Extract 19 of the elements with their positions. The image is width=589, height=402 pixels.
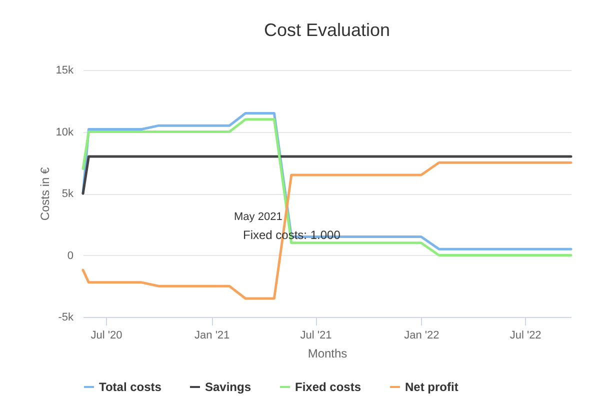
legend-label: Total costs (99, 380, 162, 394)
x-tick-label: Jul '22 (510, 330, 542, 342)
legend-label: Fixed costs (295, 380, 362, 394)
y-tick-label: 5k (62, 188, 74, 200)
y-axis-title: Costs in € (38, 167, 52, 221)
legend-label: Net profit (405, 380, 458, 394)
y-tick-label: -5k (58, 312, 74, 324)
x-tick-label: Jan '22 (404, 330, 440, 342)
y-tick-label: 15k (56, 64, 74, 76)
legend-label: Savings (205, 380, 252, 394)
x-tick-label: Jul '20 (90, 330, 122, 342)
y-tick-label: 10k (56, 126, 74, 138)
annotation: May 2021 (234, 211, 282, 223)
line-series (82, 161, 572, 300)
y-tick-label: 0 (67, 250, 74, 262)
chart-title: Cost Evaluation (264, 20, 390, 40)
x-tick-label: Jul '21 (300, 330, 332, 342)
x-axis-title: Months (308, 346, 348, 360)
x-tick-label: Jan '21 (194, 330, 230, 342)
